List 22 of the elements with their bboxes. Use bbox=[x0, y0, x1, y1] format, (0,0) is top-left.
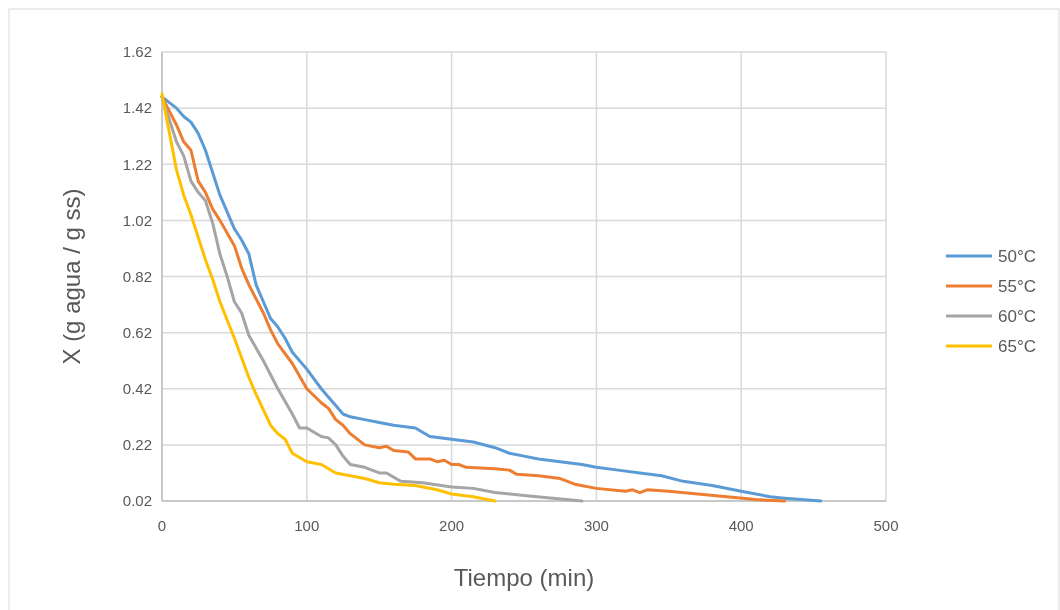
x-tick-label: 0 bbox=[157, 517, 167, 534]
y-tick-label: 0.62 bbox=[122, 323, 152, 341]
x-axis-title: Tiempo (min) bbox=[453, 564, 595, 591]
x-tick-label: 300 bbox=[583, 517, 609, 534]
line-series bbox=[160, 92, 497, 503]
y-tick-label: 0.22 bbox=[122, 436, 152, 454]
x-tick-label: 500 bbox=[873, 517, 899, 534]
y-tick-label: 1.42 bbox=[122, 99, 152, 117]
x-tick-label: 100 bbox=[294, 517, 320, 534]
y-tick-label: 1.22 bbox=[122, 155, 152, 173]
y-tick-label: 1.62 bbox=[122, 43, 152, 61]
y-axis-title: X (g agua / g ss) bbox=[58, 188, 85, 365]
legend-label: 60°C bbox=[998, 306, 1036, 326]
y-tick-label: 1.02 bbox=[122, 211, 152, 229]
legend-label: 50°C bbox=[998, 246, 1036, 266]
x-tick-label: 400 bbox=[728, 517, 754, 534]
y-tick-label: 0.42 bbox=[122, 380, 152, 397]
legend-label: 55°C bbox=[998, 276, 1036, 296]
y-tick-label: 0.82 bbox=[122, 267, 152, 285]
y-tick-label: 0.02 bbox=[122, 492, 152, 510]
x-tick-label: 200 bbox=[439, 517, 465, 534]
legend-label: 65°C bbox=[998, 336, 1036, 356]
